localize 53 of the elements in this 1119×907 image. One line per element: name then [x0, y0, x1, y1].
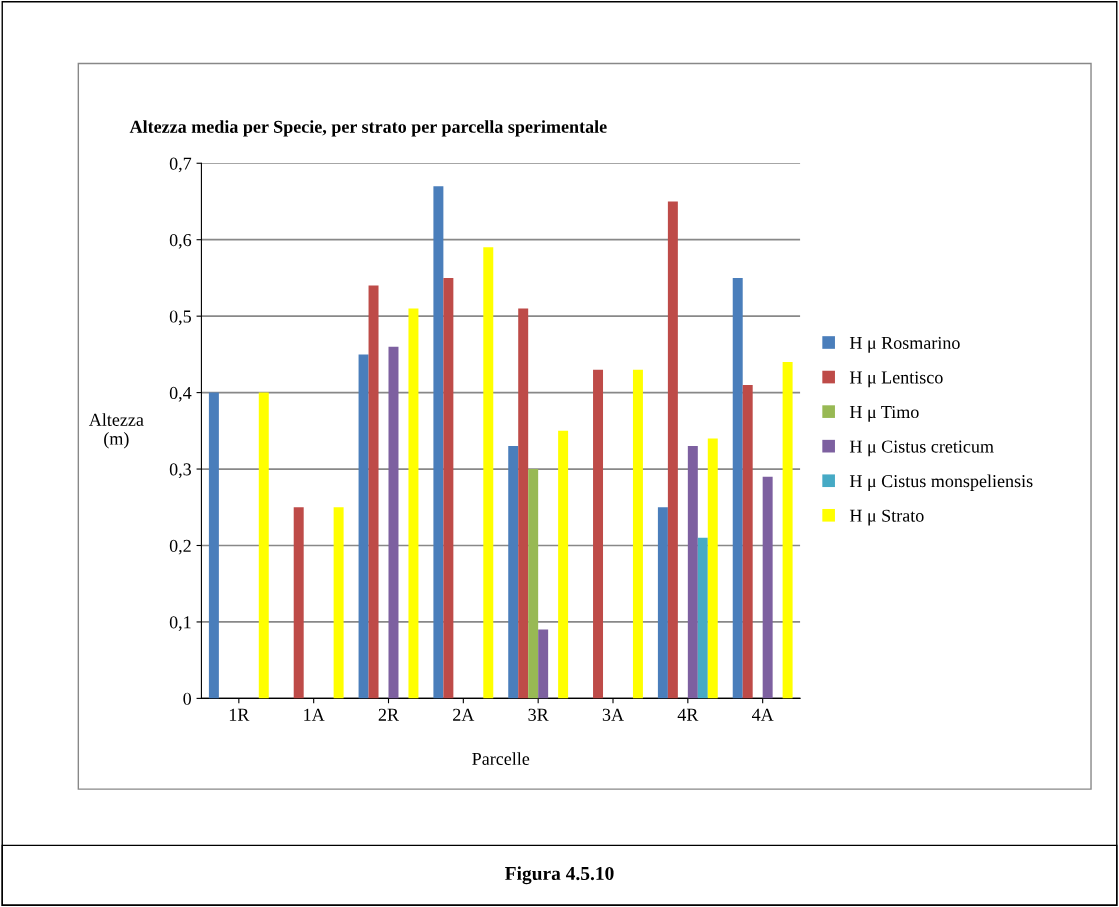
y-axis-title: Altezza (m): [88, 413, 144, 449]
bar: [208, 392, 219, 699]
y-tick-label: 0,3: [169, 463, 191, 479]
bar: [732, 277, 743, 699]
legend-label: H μ Strato: [849, 509, 924, 526]
bar: [388, 346, 399, 699]
bar: [508, 446, 519, 699]
legend-label: H μ Cistus monspeliensis: [849, 474, 1033, 491]
x-tick-label: 2R: [378, 708, 400, 721]
y-tick-label: 0,2: [169, 539, 191, 555]
bar: [632, 369, 643, 699]
bar: [258, 392, 269, 699]
y-tick-label: 0,7: [169, 157, 192, 173]
bar: [697, 537, 708, 699]
bar: [762, 476, 773, 699]
x-tick-label: 1A: [304, 708, 325, 721]
bar: [667, 201, 678, 699]
bar: [742, 384, 753, 699]
bar: [687, 446, 698, 699]
x-tick-label: 2A: [453, 708, 475, 721]
y-tick-label: 0: [183, 692, 192, 705]
bar: [782, 362, 793, 699]
legend-label: H μ Timo: [849, 405, 919, 422]
bar: [408, 308, 419, 699]
bar: [333, 507, 344, 699]
bar: [558, 430, 569, 699]
bar: [518, 308, 529, 699]
x-tick-label: 3A: [602, 708, 624, 721]
y-tick-label: 0,6: [169, 233, 192, 249]
bar: [657, 507, 668, 699]
x-axis-title: Parcelle: [472, 752, 530, 765]
bar: [593, 369, 604, 699]
y-tick-label: 0,4: [169, 386, 192, 402]
bar: [358, 354, 369, 699]
x-tick-label: 4A: [751, 708, 774, 721]
legend-label: H μ Lentisco: [849, 371, 943, 388]
x-tick-label: 3R: [528, 708, 549, 721]
bar: [443, 277, 454, 699]
y-tick-label: 0,5: [169, 310, 191, 326]
chart-title: Altezza media per Specie, per strato per parcella sperimentale: [129, 120, 607, 137]
bar: [528, 469, 539, 699]
legend-label: H μ Cistus creticum: [849, 440, 994, 457]
text: Figura 4.5.10: [505, 866, 614, 885]
legend-label: H μ Rosmarino: [849, 336, 960, 353]
bar: [293, 507, 304, 699]
bar: [483, 247, 494, 699]
bar: [707, 438, 718, 699]
bar: [538, 629, 549, 699]
y-tick-label: 0,1: [169, 616, 191, 631]
x-tick-label: 4R: [677, 708, 699, 721]
bar: [433, 186, 444, 699]
x-tick-label: 1R: [229, 708, 250, 721]
bar: [368, 285, 379, 699]
